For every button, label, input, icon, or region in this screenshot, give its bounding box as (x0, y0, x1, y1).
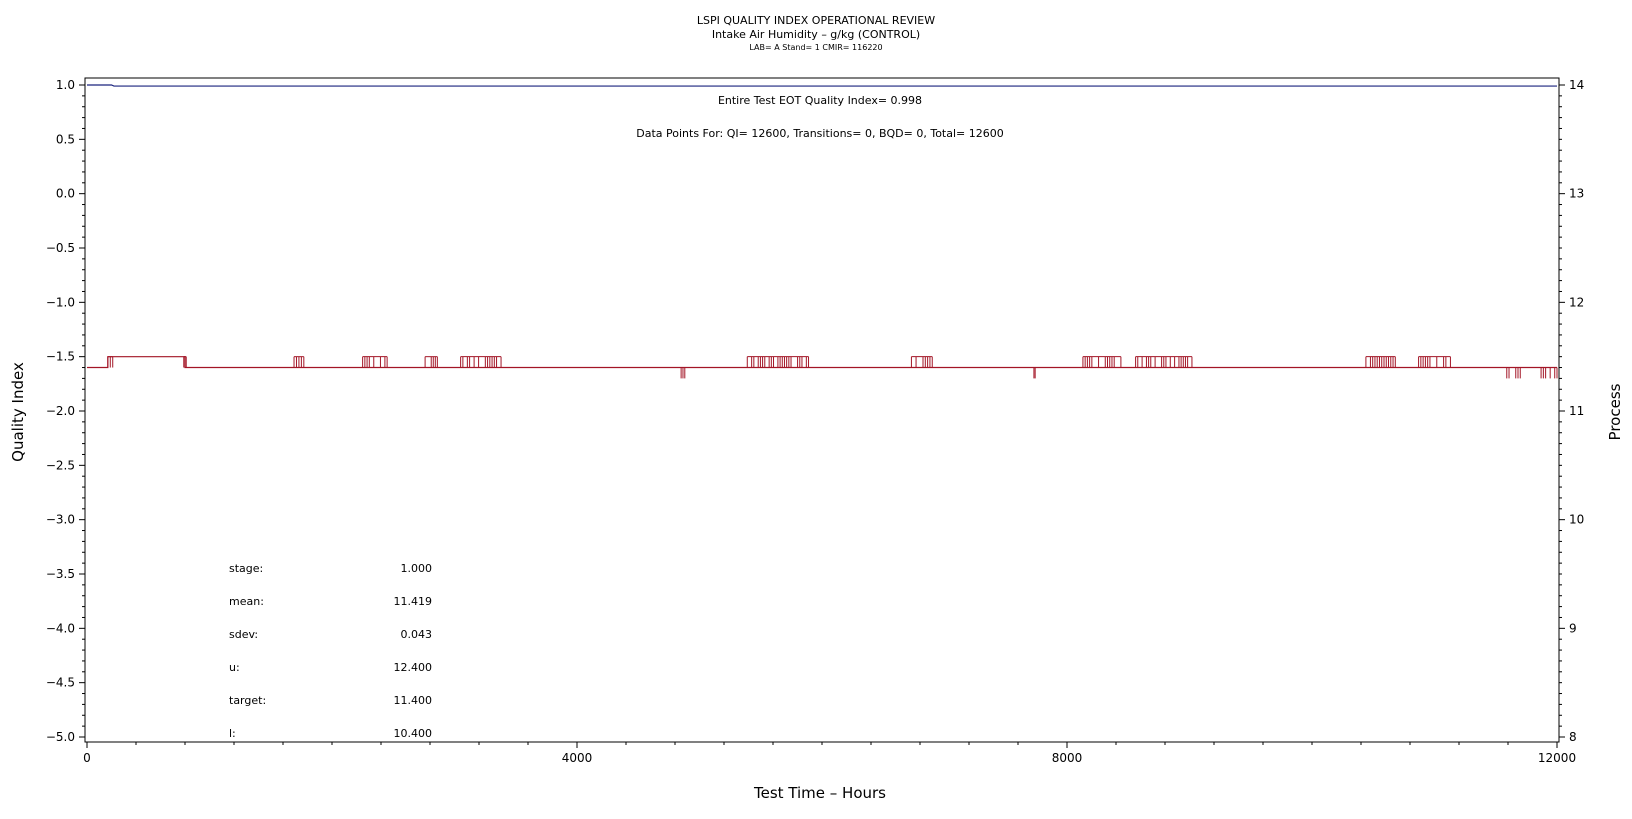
x-axis-label: Test Time – Hours (753, 784, 886, 802)
y-tick-label: 1.0 (56, 78, 75, 92)
quality-index-series (87, 84, 1557, 87)
stat-value-u: 12.400 (393, 661, 433, 674)
process-spike-cluster (460, 356, 502, 368)
stat-label-stage: stage: (229, 562, 264, 575)
y-axis: 1.0 0.5 0.0 −0.5 −1.0 −1.5 −2.0 −2.5 −3.0 −3.5 −4.… (46, 78, 85, 744)
y-tick-label: −4.0 (46, 621, 75, 635)
process-spike-cluster (1418, 356, 1451, 368)
process-spike-cluster (183, 356, 187, 368)
y-tick-label: −5.0 (46, 730, 75, 744)
x-tick-label: 4000 (562, 751, 593, 765)
y-tick-label: 0.0 (56, 187, 75, 201)
y-tick-label: −1.0 (46, 295, 75, 309)
process-spike-cluster (1033, 367, 1036, 379)
y-tick-label: −3.5 (46, 567, 75, 581)
stat-value-sdev: 0.043 (400, 628, 433, 641)
chart-title: LSPI QUALITY INDEX OPERATIONAL REVIEW (696, 14, 936, 27)
y2-tick-label: 10 (1569, 513, 1584, 527)
quality-index-annotation: Entire Test EOT Quality Index= 0.998 (717, 94, 923, 107)
process-spike-cluster (1540, 367, 1558, 379)
process-spike-cluster (680, 367, 686, 379)
y-tick-label: −3.0 (46, 513, 75, 527)
process-spike-cluster (746, 356, 810, 368)
stat-label-mean: mean: (229, 595, 264, 608)
y2-tick-label: 8 (1569, 730, 1577, 744)
process-line (87, 356, 1557, 369)
stat-label-l: l: (229, 727, 236, 740)
y-tick-label: −1.5 (46, 350, 75, 364)
y2-axis-label: Process (1606, 383, 1624, 440)
stat-value-stage: 1.000 (400, 562, 433, 575)
stat-label-sdev: sdev: (229, 628, 259, 641)
y-tick-label: 0.5 (56, 132, 75, 146)
process-spike-cluster (1135, 356, 1193, 368)
y2-axis: 8 9 10 11 12 13 14 (1559, 78, 1584, 744)
process-spike-cluster (362, 356, 388, 368)
x-tick-label: 12000 (1538, 751, 1576, 765)
plot-frame (84, 77, 1560, 743)
y2-tick-label: 11 (1569, 404, 1584, 418)
y2-tick-label: 14 (1569, 78, 1584, 92)
process-spike-cluster (424, 356, 438, 368)
process-spike-cluster (1506, 367, 1521, 379)
process-spike-cluster (107, 356, 114, 368)
y-tick-label: −2.5 (46, 458, 75, 472)
process-spike-cluster (1082, 356, 1122, 368)
process-spike-cluster (293, 356, 305, 368)
quality-index-line (87, 84, 1557, 87)
plot-border (84, 77, 1560, 743)
y-tick-label: −2.0 (46, 404, 75, 418)
y-tick-label: −4.5 (46, 676, 75, 690)
stat-label-u: u: (229, 661, 240, 674)
y2-tick-label: 12 (1569, 295, 1584, 309)
x-tick-label: 8000 (1052, 751, 1083, 765)
y2-tick-label: 9 (1569, 621, 1577, 635)
process-spike-cluster (910, 356, 933, 368)
y-axis-label: Quality Index (9, 362, 27, 462)
process-spike-cluster (1365, 356, 1396, 368)
chart-subtitle: Intake Air Humidity – g/kg (CONTROL) (711, 28, 921, 41)
stat-value-l: 10.400 (393, 727, 433, 740)
x-axis: 0 4000 8000 12000 (83, 742, 1576, 765)
process-series (87, 356, 1558, 379)
stat-value-target: 11.400 (393, 694, 433, 707)
data-points-annotation: Data Points For: QI= 12600, Transitions=… (636, 127, 1004, 140)
stat-label-target: target: (229, 694, 267, 707)
y-tick-label: −0.5 (46, 241, 75, 255)
chart-info: LAB= A Stand= 1 CMIR= 116220 (749, 43, 883, 52)
y2-tick-label: 13 (1569, 187, 1584, 201)
x-tick-label: 0 (83, 751, 91, 765)
stat-value-mean: 11.419 (393, 595, 433, 608)
